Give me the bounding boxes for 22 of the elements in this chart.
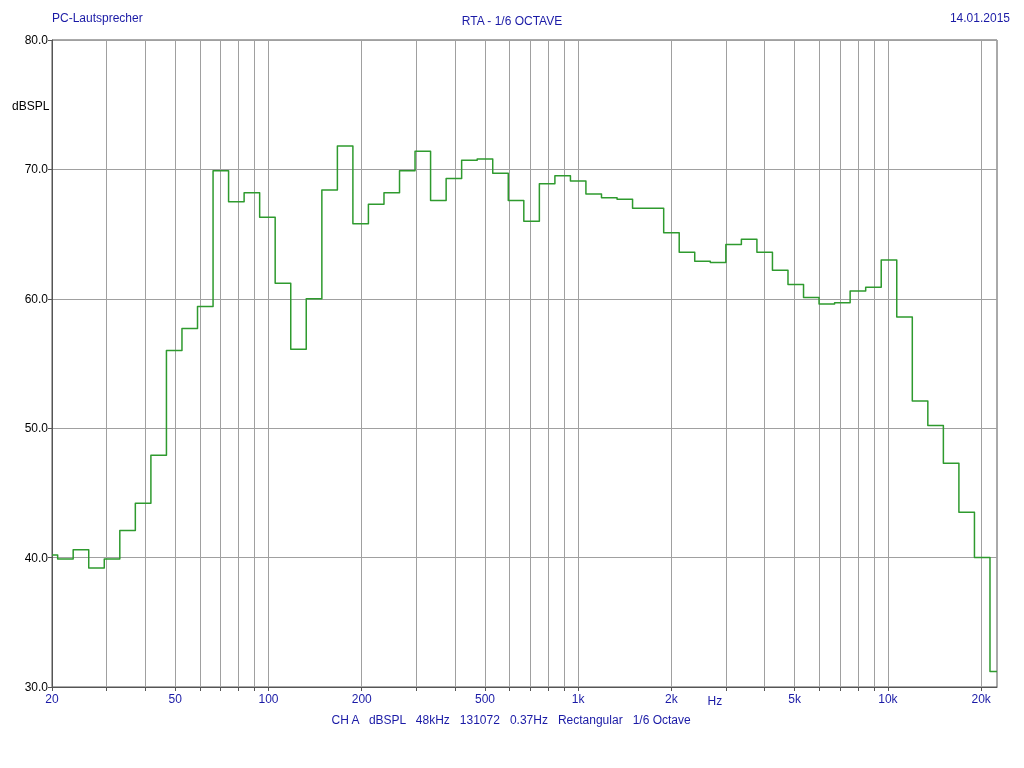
x-tick-label: 20k <box>971 692 992 706</box>
text: 14.01.2015 <box>949 11 1011 25</box>
x-tick-label: 100 <box>258 692 279 706</box>
chart-title: RTA - 1/6 OCTAVE <box>461 14 563 28</box>
x-axis-title: Hz <box>707 694 723 708</box>
x-tick-label: 20 <box>45 692 59 706</box>
y-tick-label: 50.0 <box>24 421 49 436</box>
x-tick-label: 10k <box>878 692 899 706</box>
x-tick-label: 2k <box>665 692 679 706</box>
y-tick-label: 80.0 <box>24 33 49 47</box>
y-tick-label: 40.0 <box>24 550 49 565</box>
text: CH A dBSPL 48kHz 131072 0.37Hz Rectangular 1/6 Octave <box>331 713 691 727</box>
x-tick-label: 5k <box>788 692 803 706</box>
x-tick-label: 500 <box>474 692 496 706</box>
x-tick-label: 1k <box>571 692 586 706</box>
chart-subtitle: PC-Lautsprecher <box>52 11 143 25</box>
y-tick-label: 70.0 <box>24 162 49 177</box>
y-axis-title: dBSPL <box>12 99 50 113</box>
y-tick-label: 30.0 <box>24 680 49 694</box>
x-tick-label: 200 <box>351 692 373 706</box>
y-tick-label: 60.0 <box>24 291 49 306</box>
x-tick-label: 50 <box>168 692 183 706</box>
